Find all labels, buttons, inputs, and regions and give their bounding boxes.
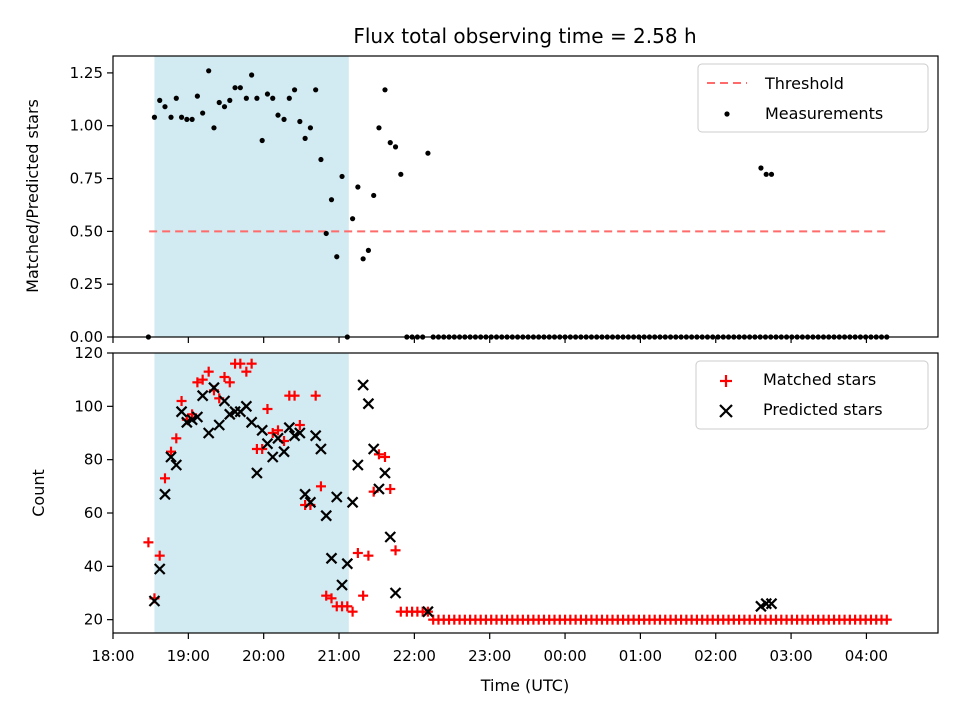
- measurement-point: [232, 85, 237, 90]
- measurement-point: [393, 144, 398, 149]
- y-tick-label: 1.00: [70, 117, 103, 135]
- measurement-point: [350, 216, 355, 221]
- measurement-point: [260, 138, 265, 143]
- measurement-point: [324, 231, 329, 236]
- measurement-point: [334, 254, 339, 259]
- measurement-point: [425, 151, 430, 156]
- measurement-point: [157, 98, 162, 103]
- measurement-point: [222, 104, 227, 109]
- y-tick-label: 60: [84, 504, 103, 522]
- measurement-point: [200, 110, 205, 115]
- y-tick-label: 1.25: [70, 64, 103, 82]
- figure: Flux total observing time = 2.58 h 0.000…: [0, 0, 960, 720]
- x-tick-label: 22:00: [393, 647, 436, 665]
- measurement-point: [355, 184, 360, 189]
- measurement-point: [265, 91, 270, 96]
- measurement-point: [244, 96, 249, 101]
- legend-threshold-label: Threshold: [764, 74, 844, 93]
- x-tick-label: 03:00: [769, 647, 812, 665]
- measurement-point: [382, 87, 387, 92]
- count-legend: Matched stars Predicted stars: [696, 361, 928, 429]
- measurement-point: [174, 96, 179, 101]
- measurement-point: [764, 172, 769, 177]
- y-tick-label: 0.25: [70, 275, 103, 293]
- measurement-point: [308, 125, 313, 130]
- ratio-y-axis-label: Matched/Predicted stars: [23, 99, 42, 293]
- measurement-point: [211, 125, 216, 130]
- measurement-point: [184, 117, 189, 122]
- measurement-point: [254, 96, 259, 101]
- x-tick-label: 18:00: [91, 647, 134, 665]
- y-tick-label: 80: [84, 451, 103, 469]
- x-tick-label: 02:00: [694, 647, 737, 665]
- measurement-point: [195, 94, 200, 99]
- measurement-point: [292, 87, 297, 92]
- x-tick-label: 23:00: [468, 647, 511, 665]
- legend-measurements-swatch: [724, 111, 729, 116]
- x-tick-label: 00:00: [543, 647, 586, 665]
- measurement-point: [275, 113, 280, 118]
- measurement-point: [190, 117, 195, 122]
- measurement-point: [398, 172, 403, 177]
- measurement-point: [249, 72, 254, 77]
- measurement-point: [339, 174, 344, 179]
- y-tick-label: 40: [84, 557, 103, 575]
- measurement-point: [361, 256, 366, 261]
- measurement-point: [270, 96, 275, 101]
- x-tick-label: 04:00: [845, 647, 888, 665]
- x-tick-label: 01:00: [619, 647, 662, 665]
- measurement-point: [206, 68, 211, 73]
- measurement-point: [376, 125, 381, 130]
- count-y-axis-label: Count: [29, 469, 48, 517]
- ratio-legend: Threshold Measurements: [698, 64, 928, 132]
- measurement-point: [287, 96, 292, 101]
- measurement-point: [168, 115, 173, 120]
- measurement-point: [152, 115, 157, 120]
- measurement-point: [281, 117, 286, 122]
- measurement-point: [366, 248, 371, 253]
- x-tick-label: 20:00: [242, 647, 285, 665]
- measurement-point: [769, 172, 774, 177]
- measurement-point: [318, 157, 323, 162]
- x-axis-label: Time (UTC): [480, 676, 569, 695]
- y-tick-label: 20: [84, 611, 103, 629]
- measurement-point: [227, 98, 232, 103]
- x-tick-label: 19:00: [167, 647, 210, 665]
- y-tick-label: 0.75: [70, 170, 103, 188]
- chart-title: Flux total observing time = 2.58 h: [353, 24, 696, 48]
- legend-predicted-label: Predicted stars: [763, 400, 883, 419]
- measurement-point: [303, 136, 308, 141]
- measurement-point: [162, 104, 167, 109]
- y-tick-label: 0.50: [70, 222, 103, 240]
- measurement-point: [371, 193, 376, 198]
- legend-matched-label: Matched stars: [763, 370, 876, 389]
- y-tick-label: 120: [74, 344, 103, 362]
- measurement-point: [297, 119, 302, 124]
- measurement-point: [238, 85, 243, 90]
- x-tick-label: 21:00: [317, 647, 360, 665]
- measurement-point: [329, 197, 334, 202]
- measurement-point: [758, 165, 763, 170]
- legend-measurements-label: Measurements: [765, 104, 883, 123]
- ratio-observing-window: [154, 56, 348, 337]
- measurement-point: [388, 140, 393, 145]
- measurement-point: [313, 87, 318, 92]
- measurement-point: [217, 100, 222, 105]
- measurement-point: [179, 115, 184, 120]
- y-tick-label: 100: [74, 397, 103, 415]
